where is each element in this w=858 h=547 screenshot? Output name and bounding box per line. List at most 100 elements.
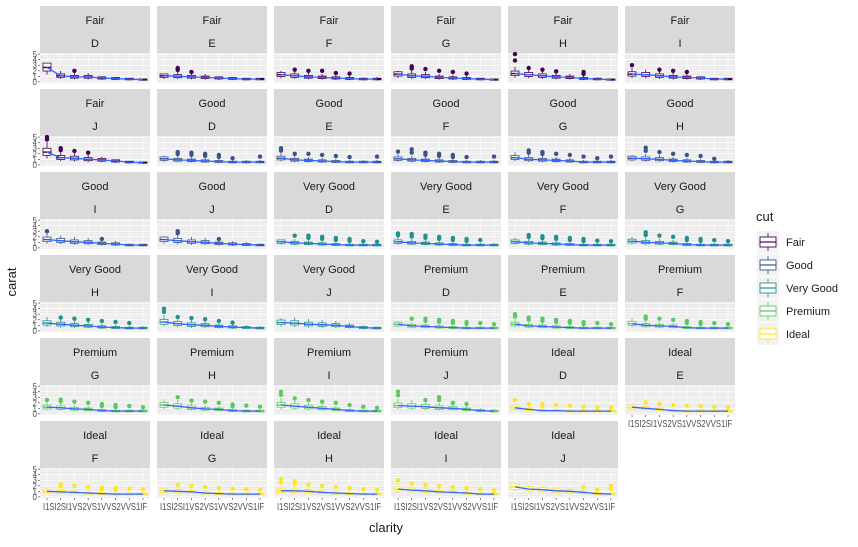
outlier-point <box>670 68 676 73</box>
outlier-point <box>216 485 222 491</box>
outlier-point <box>361 486 366 492</box>
outlier-point <box>409 66 414 71</box>
outlier-point <box>409 316 414 321</box>
facet-strip-cut-label: Very Good <box>69 264 121 276</box>
y-tick-label: 0 <box>33 410 38 419</box>
facet-strip <box>274 172 384 219</box>
outlier-point <box>244 486 249 492</box>
outlier-point <box>189 152 194 157</box>
outlier-point <box>698 238 703 244</box>
outlier-point <box>553 151 559 156</box>
outlier-point <box>230 486 235 491</box>
y-tick-label: 1 <box>33 72 38 81</box>
facet-strip-cut-label: Very Good <box>303 264 355 276</box>
y-tick-label: 0 <box>33 327 38 336</box>
facet-strip <box>40 338 150 385</box>
facet-strip <box>391 172 501 219</box>
outlier-point <box>244 403 249 408</box>
y-tick-label: 5 <box>33 465 38 474</box>
facet-strip-color-label: H <box>559 38 567 50</box>
outlier-point <box>99 236 105 242</box>
outlier-point <box>58 398 63 404</box>
outlier-point <box>374 405 380 410</box>
facet-strip-cut-label: Good <box>199 181 226 193</box>
outlier-point <box>450 154 456 160</box>
facet-strip-color-label: G <box>676 204 685 216</box>
outlier-point <box>127 486 132 491</box>
facet-strip <box>157 421 267 468</box>
outlier-point <box>608 322 614 327</box>
outlier-point <box>684 320 690 326</box>
x-tick-labels: I1SI2SI1VS2VS1VVS2VVS1IF <box>277 502 381 513</box>
y-tick-label: 2 <box>33 67 38 76</box>
smooth-line <box>514 486 612 495</box>
outlier-point <box>526 150 531 155</box>
outlier-point <box>567 403 573 408</box>
outlier-point <box>608 239 614 244</box>
outlier-point <box>512 58 518 63</box>
facet-strip-color-label: H <box>208 370 216 382</box>
outlier-point <box>712 156 717 161</box>
outlier-point <box>216 400 222 405</box>
facet-strip-color-label: F <box>92 453 99 465</box>
smooth-line <box>163 404 260 412</box>
y-tick-label: 5 <box>33 50 38 59</box>
outlier-point <box>464 401 469 407</box>
outlier-point <box>347 71 352 76</box>
outlier-point <box>595 320 600 326</box>
outlier-point <box>257 487 263 492</box>
facet-strip <box>40 89 150 136</box>
outlier-point <box>333 70 339 76</box>
legend-entry-label: Ideal <box>786 329 810 341</box>
smooth-line <box>280 404 377 412</box>
outlier-point <box>333 484 339 490</box>
facet-strip-cut-label: Fair <box>437 15 456 27</box>
smooth-line <box>631 240 728 246</box>
outlier-point <box>99 403 105 409</box>
outlier-point <box>278 389 284 394</box>
outlier-point <box>72 148 77 154</box>
outlier-point <box>595 156 600 161</box>
y-tick-label: 1 <box>33 487 38 496</box>
y-tick-label: 2 <box>33 316 38 325</box>
outlier-point <box>127 403 132 409</box>
outlier-point <box>436 483 442 488</box>
outlier-point <box>657 233 662 238</box>
outlier-point <box>657 67 662 72</box>
facet-strip-color-label: H <box>91 287 99 299</box>
legend-title: cut <box>756 209 774 224</box>
facet-strip <box>157 338 267 385</box>
outlier-point <box>436 397 442 403</box>
facet-strip-cut-label: Ideal <box>317 430 341 442</box>
outlier-point <box>216 236 222 242</box>
outlier-point <box>553 236 559 242</box>
facet-strip-color-label: E <box>676 370 683 382</box>
outlier-point <box>72 316 77 321</box>
outlier-point <box>581 321 586 327</box>
legend-entry-label: Good <box>786 260 813 272</box>
y-tick-label: 3 <box>33 144 38 153</box>
smooth-line <box>163 75 260 80</box>
outlier-point <box>202 153 208 159</box>
facet-strip-cut-label: Fair <box>320 15 339 27</box>
outlier-point <box>423 66 428 72</box>
y-tick-label: 0 <box>33 78 38 87</box>
outlier-point <box>292 481 297 486</box>
facet-strip-cut-label: Very Good <box>303 181 355 193</box>
y-tick-label: 4 <box>33 305 38 314</box>
facet-strip-color-label: G <box>442 38 451 50</box>
outlier-point <box>725 239 731 244</box>
legend: cut Fair Good Very Good Premium Ideal <box>756 209 838 345</box>
facet-strip-color-label: H <box>676 121 684 133</box>
legend-entry-label: Very Good <box>786 283 838 295</box>
outlier-point <box>113 487 118 493</box>
outlier-point <box>684 403 690 408</box>
smooth-line <box>631 323 728 329</box>
facet-strip <box>391 89 501 136</box>
facet-strip <box>508 255 618 302</box>
facet-strip-cut-label: Premium <box>424 264 468 276</box>
outlier-point <box>161 306 167 311</box>
outlier-point <box>657 401 662 407</box>
facet-strip-color-label: F <box>443 121 450 133</box>
facet-strip-color-label: E <box>325 121 332 133</box>
